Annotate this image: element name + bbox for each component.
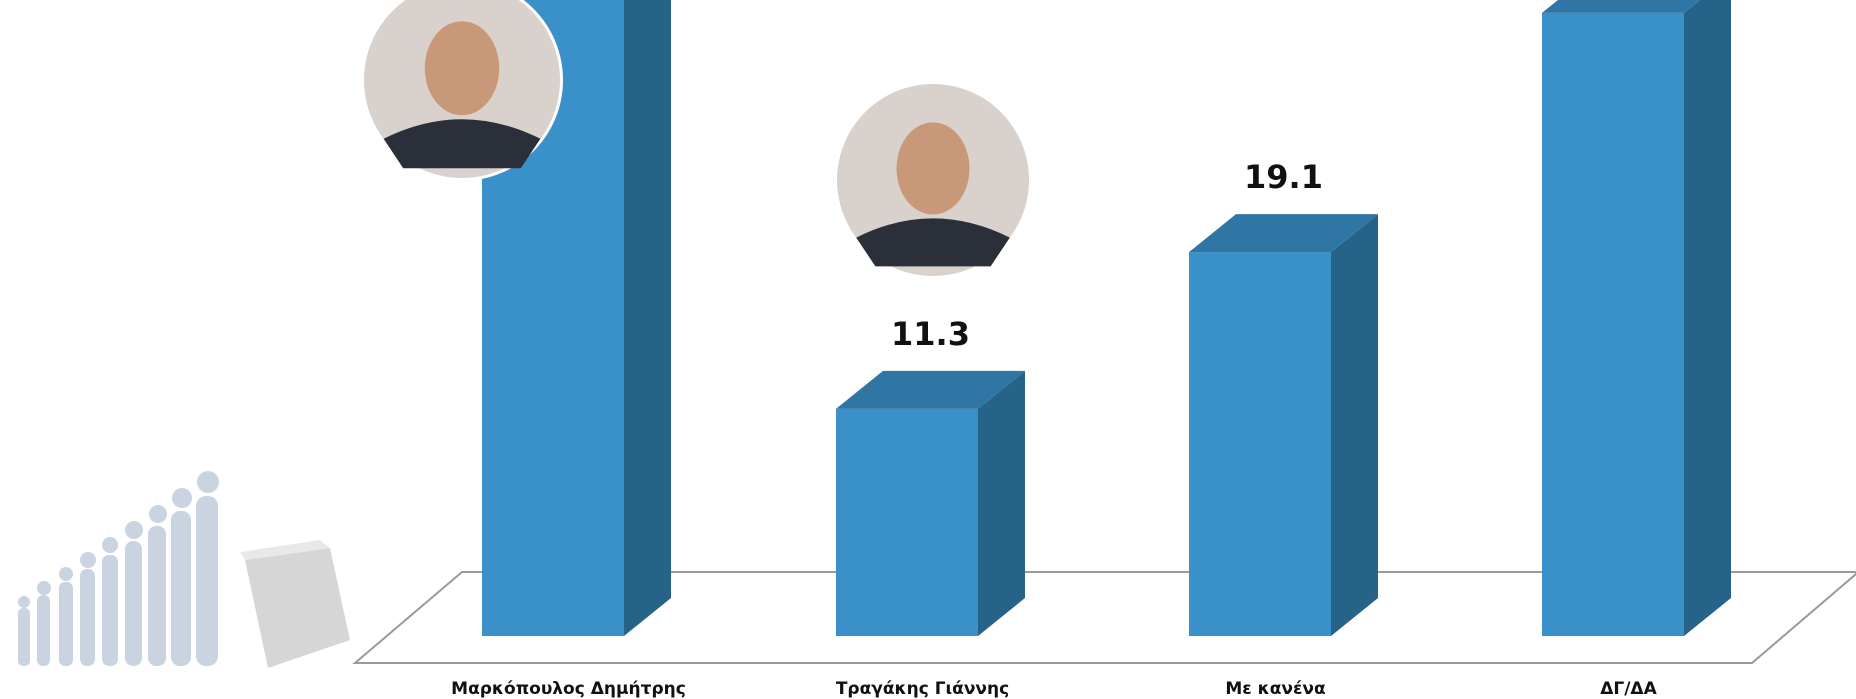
x-tick-label: Τραγάκης Γιάννης [836, 679, 1009, 699]
bar-top [1189, 214, 1378, 253]
bar [1189, 214, 1378, 636]
photo-head [424, 21, 500, 116]
bar-top [836, 370, 1025, 409]
photo-body [856, 218, 1010, 267]
bar-side [1331, 214, 1378, 636]
candidate-photo [834, 81, 1032, 279]
bar-front [836, 408, 978, 636]
voters-illustration [18, 471, 350, 668]
photo-body [383, 119, 541, 169]
bar-side [978, 370, 1025, 636]
value-label: 19.1 [1244, 158, 1323, 196]
bar-front [1189, 252, 1331, 636]
candidate-photo [361, 0, 563, 181]
x-tick-label: Μαρκόπουλος Δημήτρης [451, 679, 686, 699]
bar-front [1542, 12, 1684, 636]
x-tick-label: ΔΓ/ΔΑ [1600, 679, 1657, 699]
bar-side [1684, 0, 1731, 636]
bar [836, 370, 1025, 636]
photo-head [896, 122, 970, 215]
x-tick-label: Με κανένα [1225, 679, 1325, 699]
value-label: 11.3 [891, 315, 970, 353]
bar [1542, 0, 1731, 636]
bar-top [1542, 0, 1700, 13]
bar-side [624, 0, 671, 636]
